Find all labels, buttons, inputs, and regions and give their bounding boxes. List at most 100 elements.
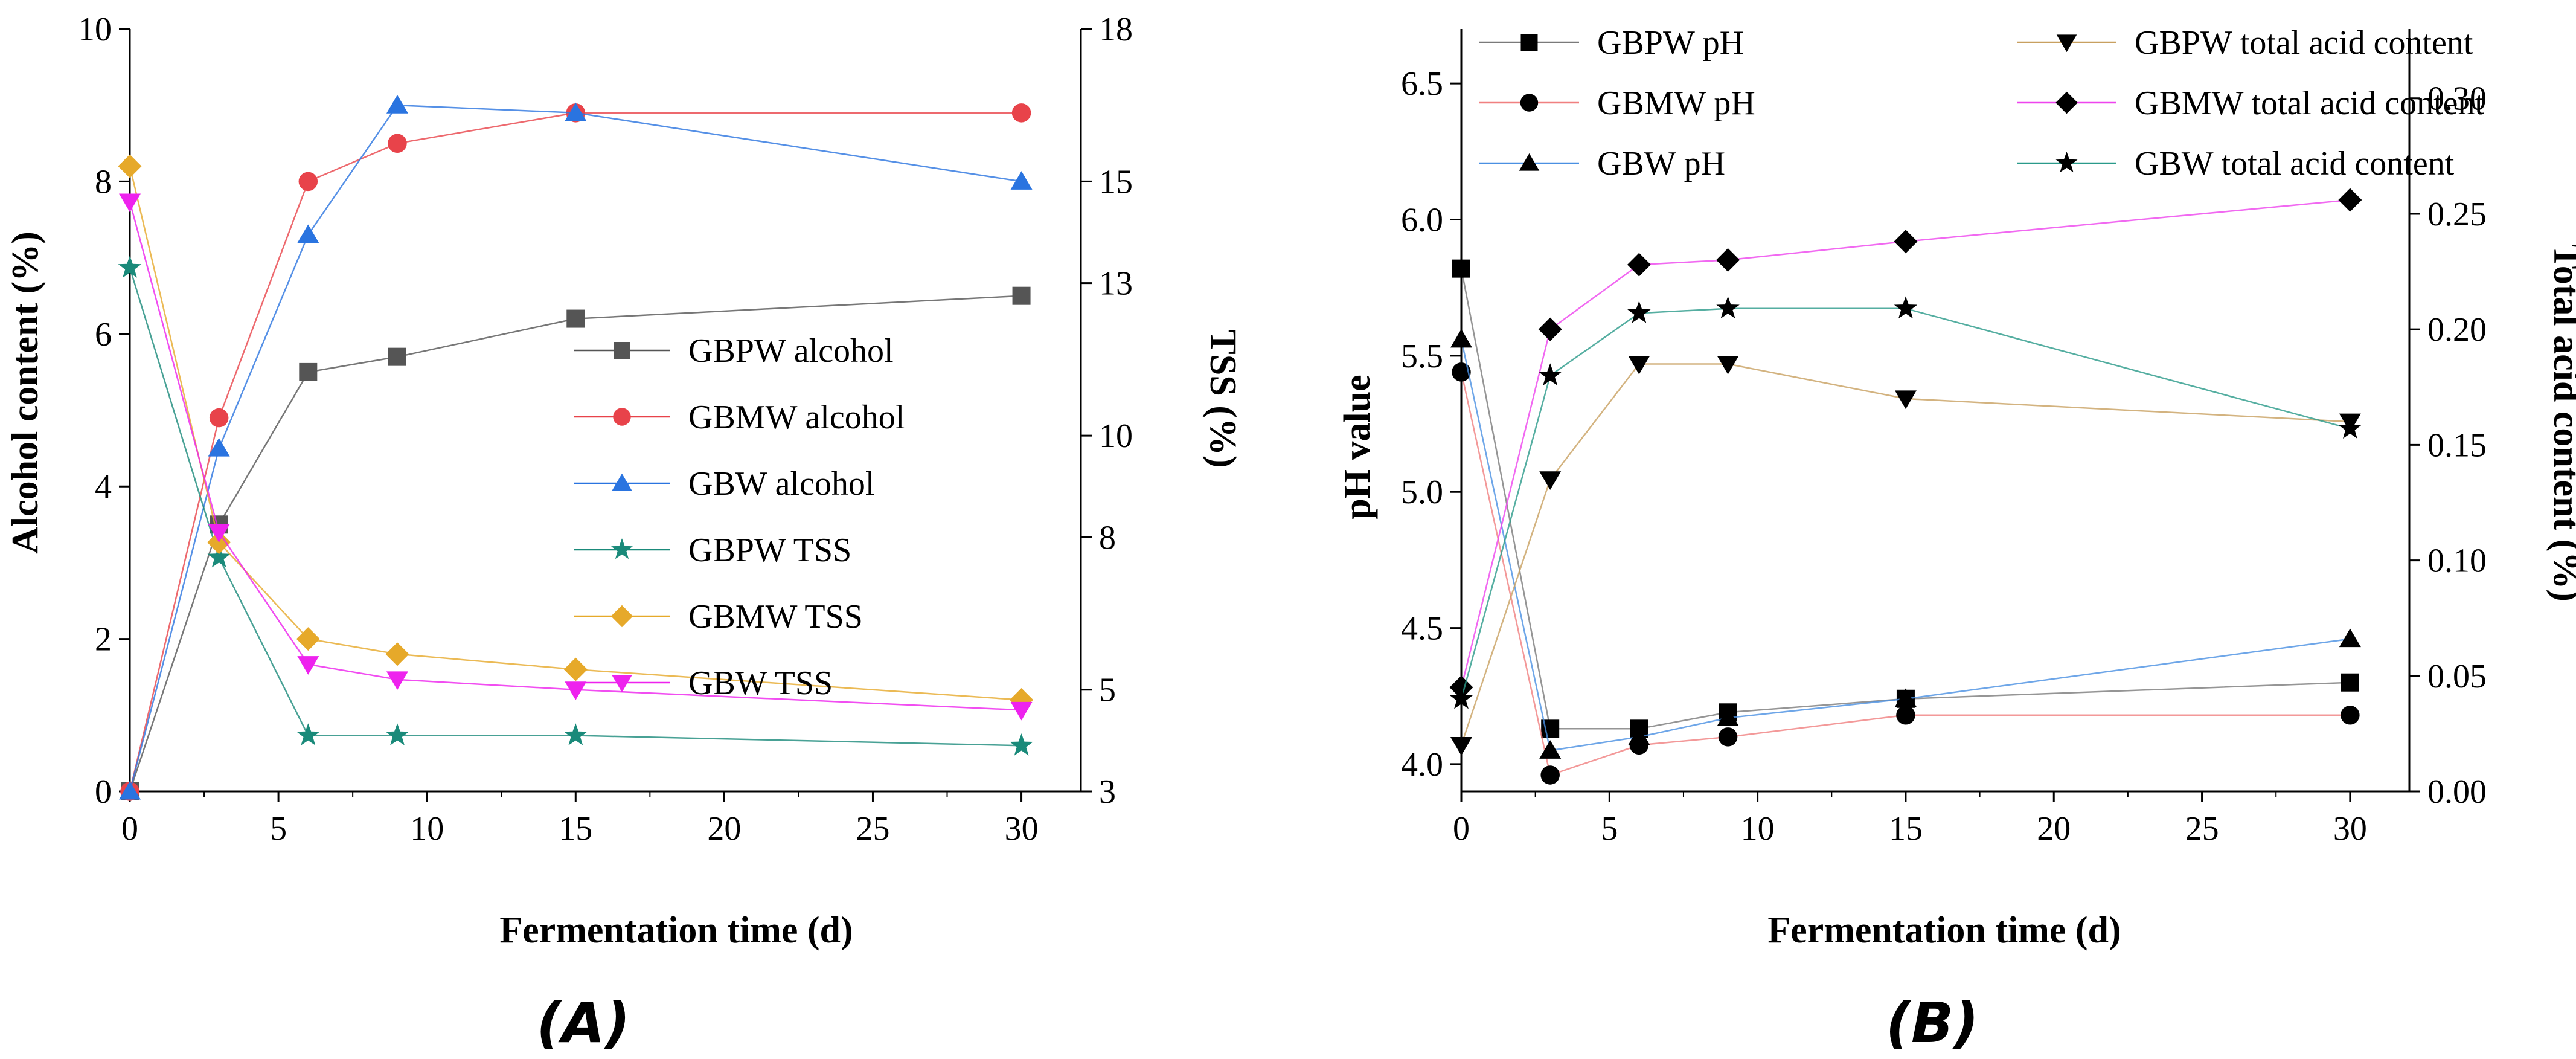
panel-b-legend-item: GBMW total acid content <box>2017 85 2485 122</box>
panel-b-series-line <box>1460 339 2351 752</box>
panel-b-y-tick-label: 5.5 <box>1401 338 1443 375</box>
panel-a-x-tick-label: 20 <box>707 810 741 848</box>
panel-a-y2-tick-label: 8 <box>1099 519 1116 556</box>
panel-a-y2-tick-label: 15 <box>1099 163 1133 201</box>
panel-a-y-tick-label: 4 <box>95 468 112 506</box>
panel-a-series-gbpw-tss <box>118 256 1033 756</box>
panel-b-data-point <box>1717 707 1739 726</box>
panel-b-data-point <box>1450 329 1472 348</box>
panel-b-data-point <box>1894 296 1918 319</box>
panel-b-series-gbw-ph <box>1450 329 2361 759</box>
panel-a-legend-marker <box>612 675 632 693</box>
panel-b-legend-label: GBW pH <box>1597 145 1725 182</box>
panel-b-series-line <box>1460 199 2351 688</box>
panel-a-x-tick-label: 5 <box>270 810 287 848</box>
panel-b-legend-item: GBW pH <box>1479 145 1725 182</box>
panel-b-plot: 0 5 10 15 20 25 30 4.0 4.5 5.0 5.5 6.0 6.5 0.00 0.05 0.… <box>1401 24 2487 848</box>
panel-a-data-point <box>385 642 409 666</box>
panel-b-y-tick-label: 6.5 <box>1401 65 1443 103</box>
panel-a-legend-item: GBMW TSS <box>574 598 863 636</box>
panel-b-data-point <box>1896 706 1915 725</box>
panel-b-data-point <box>1894 688 1917 707</box>
panel-a-series-line <box>129 295 1022 792</box>
panel-a-y-tick-label: 0 <box>95 773 112 811</box>
panel-a-legend-label: GBPW TSS <box>688 532 851 569</box>
panel-a-data-point <box>208 524 230 543</box>
panel-a-y2-tick-label: 3 <box>1099 773 1116 811</box>
panel-b-series-gbmw-total-acid-content <box>1449 188 2362 700</box>
panel-a-data-point <box>1011 103 1031 123</box>
panel-b-y2-tick-label: 0.00 <box>2427 773 2487 811</box>
panel-a-data-point <box>1010 733 1033 756</box>
panel-a-legend-label: GBMW alcohol <box>688 399 905 436</box>
panel-a-data-point <box>298 172 318 192</box>
panel-a-data-point <box>119 193 141 213</box>
panel-a-data-point <box>208 437 230 457</box>
panel-a-data-point <box>297 224 319 243</box>
panel-a-data-point <box>1012 286 1031 305</box>
panel-a-legend-item: GBW TSS <box>574 665 833 702</box>
panel-a-y-tick-label: 10 <box>78 11 112 48</box>
panel-b-data-point <box>2338 188 2362 212</box>
panel-b-legend-marker <box>2055 152 2078 173</box>
panel-b-data-point <box>1538 317 1562 341</box>
panel-b-data-point <box>1449 686 1473 709</box>
panel-a-x-axis-label: Fermentation time (d) <box>499 910 853 951</box>
panel-a-x-tick-label: 30 <box>1005 810 1039 848</box>
panel-a-y2-tick-label: 18 <box>1099 11 1133 48</box>
panel-b-data-point <box>1628 356 1650 375</box>
panel-b-x-axis-label: Fermentation time (d) <box>1767 910 2121 951</box>
panel-a-legend-marker <box>613 408 631 426</box>
panel-a-data-point <box>565 681 587 700</box>
panel-a-data-point <box>564 723 588 745</box>
panel-a-series-gbw-tss <box>119 193 1033 721</box>
panel-a-data-point <box>209 408 229 428</box>
panel-a-y-tick-label: 8 <box>95 163 112 201</box>
panel-a-x-tick-label: 15 <box>559 810 592 848</box>
panel-a: Fermentation time (d) Alcohol content (%… <box>5 231 1243 1055</box>
panel-b-series-gbw-total-acid-content <box>1449 296 2362 709</box>
panel-b-data-point <box>1539 471 1562 490</box>
panel-b-series-line <box>1460 307 2351 700</box>
panel-a-data-point <box>566 309 585 328</box>
panel-a-legend-item: GBW alcohol <box>574 465 874 503</box>
panel-b-legend: GBPW pH GBMW pH GBW pH GBPW total acid cont… <box>1479 24 2485 182</box>
panel-b-legend-marker <box>1520 94 1539 112</box>
panel-b-data-point <box>1718 727 1738 747</box>
panel-a-legend-item: GBMW alcohol <box>574 399 905 436</box>
panel-b-legend-marker <box>1519 153 1540 171</box>
panel-a-x-tick-label: 10 <box>410 810 444 848</box>
panel-b-data-point <box>2339 628 2361 648</box>
panel-b-x-tick-label: 25 <box>2185 810 2219 848</box>
panel-a-y2-axis-label: TSS (%) <box>1202 329 1243 468</box>
panel-b-y2-tick-label: 0.15 <box>2427 426 2487 464</box>
panel-b-legend-item: GBMW pH <box>1479 85 1755 122</box>
panel-b-data-point <box>1717 356 1739 375</box>
panel-a-legend-marker <box>612 473 632 491</box>
panel-b-x-tick-label: 30 <box>2333 810 2367 848</box>
panel-a-data-point <box>299 362 318 381</box>
panel-a-data-point <box>1010 701 1033 721</box>
panel-b-y2-tick-label: 0.20 <box>2427 311 2487 349</box>
panel-a-y-axis-label: Alcohol content (%) <box>5 231 46 554</box>
panel-b-data-point <box>1894 230 1918 254</box>
panel-b-legend-item: GBW total acid content <box>2017 145 2455 182</box>
panel-b-legend-item: GBPW total acid content <box>2017 24 2473 62</box>
panel-a-data-point <box>563 657 588 681</box>
panel-b-y-tick-label: 4.5 <box>1401 610 1443 648</box>
panel-a-plot: 0 5 10 15 20 25 30 0 2 4 6 8 10 3 5 8 10 13 15 18 GBPW alcoh… <box>78 11 1133 848</box>
panel-a-data-point <box>119 781 141 800</box>
panel-b-data-point <box>1627 253 1651 277</box>
panel-b-data-point <box>2338 416 2362 439</box>
panel-a-data-point <box>118 256 142 278</box>
panel-b-y-tick-label: 4.0 <box>1401 746 1443 784</box>
panel-b-legend-item: GBPW pH <box>1479 24 1744 62</box>
panel-a-series-line <box>129 201 1022 711</box>
panel-a-x-tick-label: 0 <box>121 810 138 848</box>
panel-a-x-tick-label: 25 <box>856 810 889 848</box>
panel-b-data-point <box>1894 390 1917 410</box>
panel-b-series-line <box>1460 372 2350 776</box>
panel-a-y2-tick-label: 13 <box>1099 265 1133 303</box>
panel-b-legend-label: GBMW pH <box>1597 85 1755 122</box>
panel-b-legend-label: GBMW total acid content <box>2135 85 2485 122</box>
